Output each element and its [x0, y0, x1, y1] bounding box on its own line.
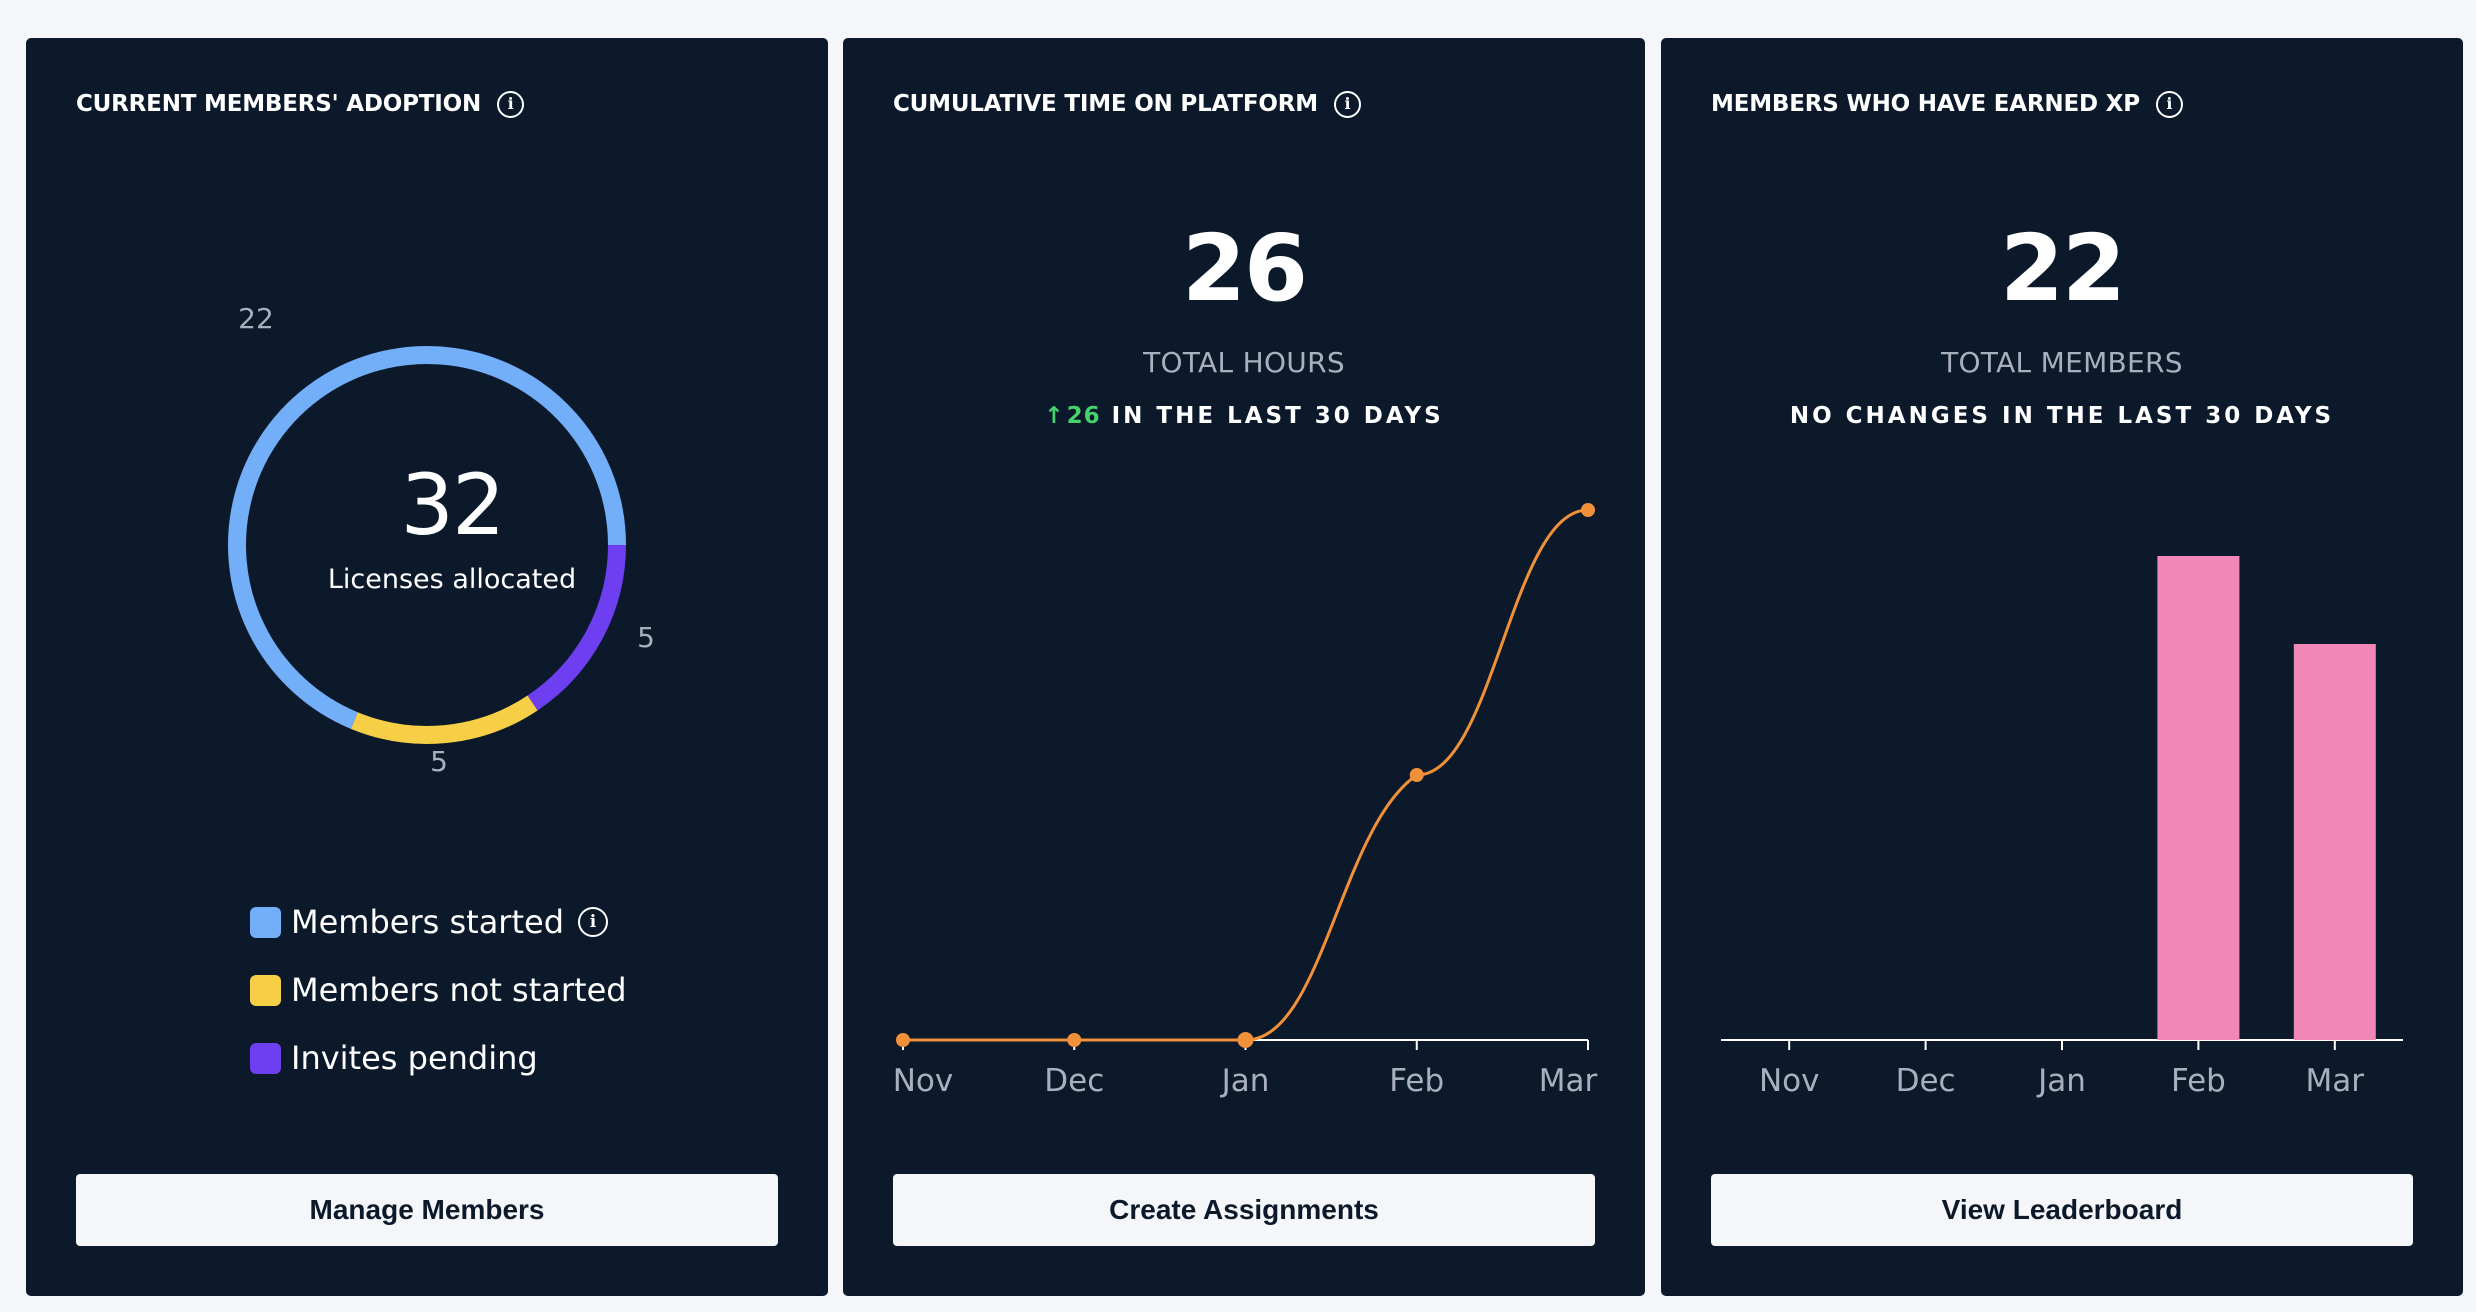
legend-label: Members started [291, 903, 564, 941]
x-tick-label: Nov [1759, 1063, 1820, 1099]
view-leaderboard-button[interactable]: View Leaderboard [1711, 1174, 2413, 1246]
x-tick-label: Mar [1539, 1063, 1598, 1099]
x-tick-label: Jan [1220, 1063, 1270, 1099]
info-icon[interactable]: i [578, 907, 608, 937]
adoption-title: CURRENT MEMBERS' ADOPTION [76, 91, 482, 117]
total-hours-label: TOTAL HOURS [1143, 346, 1345, 379]
xp-title-row: MEMBERS WHO HAVE EARNED XP i [1711, 88, 2183, 120]
legend-swatch [250, 974, 281, 1006]
manage-members-button[interactable]: Manage Members [76, 1174, 778, 1246]
time-title: CUMULATIVE TIME ON PLATFORM [893, 91, 1318, 117]
legend-item-invites-pending: Invites pending [250, 1024, 627, 1092]
data-point [1237, 1032, 1254, 1048]
members-change: NO CHANGES IN THE LAST 30 DAYS [1661, 403, 2463, 429]
info-icon[interactable]: i [1333, 90, 1361, 118]
donut-data-label: 5 [430, 745, 448, 778]
xp-bar-chart: Nov Dec Jan Feb Mar [1721, 556, 2403, 1099]
donut-center-label: Licenses allocated [327, 564, 577, 595]
adoption-card: CURRENT MEMBERS' ADOPTION i 22 5 5 32 Lice… [26, 38, 828, 1296]
donut-data-label: 5 [637, 621, 655, 654]
donut-legend: Members started i Members not started In… [250, 888, 627, 1092]
legend-item-members-not-started: Members not started [250, 956, 627, 1024]
data-point [1067, 1033, 1082, 1047]
total-members-value: 22 [1999, 215, 2126, 322]
info-icon[interactable]: i [2155, 90, 2183, 118]
series-line [902, 508, 1589, 1042]
change-value: 26 [1066, 403, 1101, 429]
data-point [1409, 768, 1424, 782]
change-text: NO CHANGES IN THE LAST 30 DAYS [1789, 403, 2335, 429]
donut-center-value: 32 [400, 456, 506, 554]
donut-segment-invites-pending [527, 544, 626, 711]
xp-card: MEMBERS WHO HAVE EARNED XP i 22 TOTAL ME… [1661, 38, 2463, 1296]
create-assignments-button[interactable]: Create Assignments [893, 1174, 1595, 1246]
bar [2293, 644, 2376, 1040]
total-hours-value: 26 [1181, 215, 1308, 322]
xp-title: MEMBERS WHO HAVE EARNED XP [1711, 91, 2140, 117]
adoption-donut-chart: 22 5 5 [228, 302, 655, 778]
legend-label: Members not started [291, 971, 627, 1009]
x-tick-label: Dec [1896, 1063, 1956, 1099]
legend-swatch [250, 1042, 281, 1074]
x-tick-label: Nov [893, 1063, 954, 1099]
legend-item-members-started: Members started i [250, 888, 627, 956]
change-text: IN THE LAST 30 DAYS [1111, 403, 1444, 429]
x-tick-label: Jan [2036, 1063, 2086, 1099]
legend-label: Invites pending [291, 1039, 538, 1077]
x-tick-label: Feb [1389, 1063, 1444, 1099]
x-tick-label: Mar [2306, 1063, 2365, 1099]
info-icon[interactable]: i [497, 90, 525, 118]
time-title-row: CUMULATIVE TIME ON PLATFORM i [893, 88, 1361, 120]
donut-data-label: 22 [238, 302, 274, 335]
arrow-up-icon: ↑ [1044, 403, 1067, 429]
x-tick-label: Dec [1044, 1063, 1104, 1099]
total-members-label: TOTAL MEMBERS [1941, 346, 2183, 379]
time-line-chart: Nov Dec Jan Feb Mar [893, 503, 1598, 1099]
adoption-title-row: CURRENT MEMBERS' ADOPTION i [76, 88, 525, 120]
hours-change: ↑26 IN THE LAST 30 DAYS [843, 403, 1645, 429]
data-point [896, 1033, 910, 1047]
donut-segment-members-not-started [350, 695, 538, 744]
data-point [1581, 503, 1595, 517]
time-card: CUMULATIVE TIME ON PLATFORM i 26 TOTAL H… [843, 38, 1645, 1296]
bar [2157, 556, 2240, 1040]
donut-segment-members-started [228, 346, 626, 729]
x-tick-label: Feb [2171, 1063, 2226, 1099]
legend-swatch [250, 906, 281, 938]
